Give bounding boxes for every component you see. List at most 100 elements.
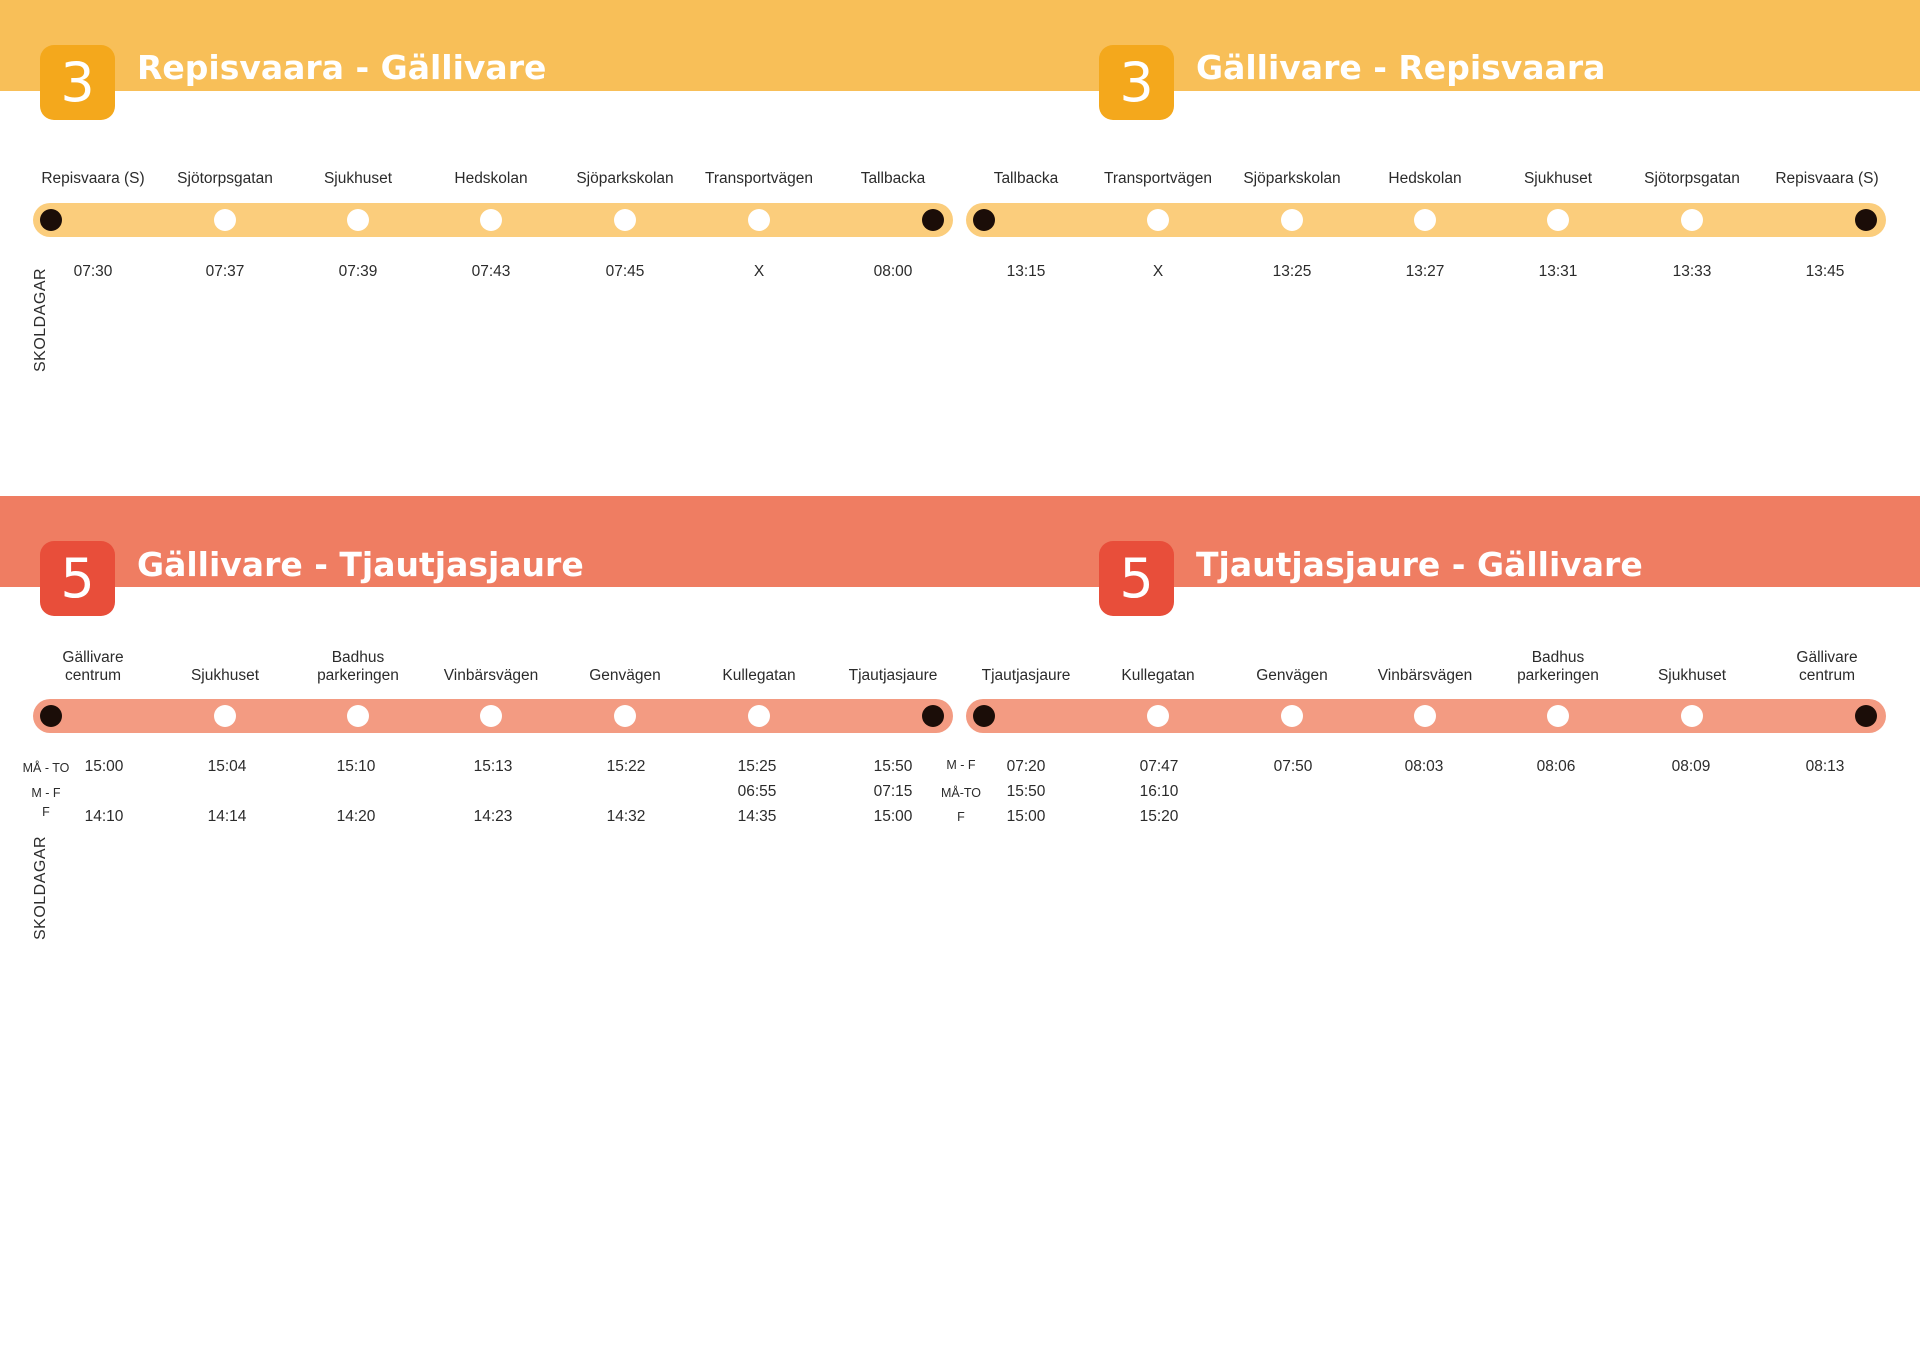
route3-right-terminal-stop-dot <box>1855 209 1877 231</box>
route5-right-stop-dot <box>1147 705 1169 727</box>
route5-right-day-label: M - F <box>946 758 976 772</box>
route5-left-departure-time: 14:20 <box>336 808 376 825</box>
route5-right-day-label: F <box>957 810 965 824</box>
route5-left-departure-time: 14:23 <box>473 808 513 825</box>
route5-right-departure-time: 15:00 <box>1006 808 1046 825</box>
route3-right-stop-name: Repisvaara (S) <box>1775 170 1879 187</box>
route3-right-stop-name: Sjötorpsgatan <box>1644 170 1740 187</box>
route3-right-stop-name: Tallbacka <box>993 170 1059 187</box>
route3-left-stop-dot <box>748 209 770 231</box>
route5-left-stop-dot <box>347 705 369 727</box>
route5-right-stop-dot <box>1681 705 1703 727</box>
route3-right-departure-time: 13:31 <box>1538 263 1578 280</box>
route5-right-day-label: MÅ-TO <box>940 786 982 800</box>
route5-left-title: Gällivare - Tjautjasjaure <box>137 545 584 584</box>
route5-left-departure-time: 15:13 <box>473 758 513 775</box>
route3-left-stop-name: Transportvägen <box>705 170 813 187</box>
route3-right-stop-dot <box>1414 209 1436 231</box>
route5-left-departure-time: 14:14 <box>207 808 247 825</box>
route3-left-stop-name: Sjöparkskolan <box>576 170 674 187</box>
route5-left-departure-time: 15:22 <box>606 758 646 775</box>
route5-right-departure-time: 15:50 <box>1006 783 1046 800</box>
route5-left-day-label: F <box>42 805 50 819</box>
route3-right-stop-name: Hedskolan <box>1388 170 1462 187</box>
route5-left-departure-time: 15:00 <box>873 808 913 825</box>
route5-header-band <box>0 496 1920 587</box>
route3-left-departure-time: 07:43 <box>471 263 511 280</box>
route5-right-stop-name: Genvägen <box>1256 667 1328 684</box>
route3-right-departure-time: 13:45 <box>1805 263 1845 280</box>
route5-right-stop-name: Sjukhuset <box>1657 667 1727 684</box>
route5-right-departure-time: 07:50 <box>1273 758 1313 775</box>
route5-right-departure-time: 08:03 <box>1404 758 1444 775</box>
route3-left-departure-time: 08:00 <box>873 263 913 280</box>
route3-header-band <box>0 0 1920 91</box>
route5-left-departure-time: 14:10 <box>84 808 124 825</box>
route3-right-departure-time: 13:33 <box>1672 263 1712 280</box>
route5-right-departure-time: 08:06 <box>1536 758 1576 775</box>
route3-left-stop-name: Hedskolan <box>454 170 528 187</box>
route5-left-day-label: MÅ - TO <box>22 761 70 775</box>
route3-left-badge: 3 <box>40 45 115 120</box>
route3-left-stop-name: Sjukhuset <box>323 170 393 187</box>
route5-left-stop-dot <box>480 705 502 727</box>
route3-left-terminal-stop-dot <box>40 209 62 231</box>
route5-right-badge: 5 <box>1099 541 1174 616</box>
route5-right-stop-name: Gällivare centrum <box>1796 649 1858 684</box>
route3-right-stop-dot <box>1547 209 1569 231</box>
route3-right-departure-time: 13:27 <box>1405 263 1445 280</box>
route5-right-departure-time: 08:13 <box>1805 758 1845 775</box>
route5-left-stop-name: Tjautjasjaure <box>848 667 938 684</box>
route5-right-terminal-stop-dot <box>1855 705 1877 727</box>
route5-left-badge: 5 <box>40 541 115 616</box>
route5-left-stop-name: Vinbärsvägen <box>443 667 539 684</box>
route5-left-stop-name: Sjukhuset <box>190 667 260 684</box>
route5-right-stop-dot <box>1281 705 1303 727</box>
route5-left-departure-time: 15:00 <box>84 758 124 775</box>
route5-left-stop-dot <box>614 705 636 727</box>
route3-right-terminal-stop-dot <box>973 209 995 231</box>
route5-left-terminal-stop-dot <box>922 705 944 727</box>
route3-right-stop-dot <box>1281 209 1303 231</box>
route5-left-stop-name: Gällivare centrum <box>62 649 124 684</box>
route3-right-badge: 3 <box>1099 45 1174 120</box>
route5-left-departure-time: 15:25 <box>737 758 777 775</box>
route3-left-stop-dot <box>614 209 636 231</box>
route3-right-departure-time: X <box>1152 263 1164 280</box>
route5-left-departure-time: 15:04 <box>207 758 247 775</box>
route3-left-departure-time: X <box>753 263 765 280</box>
route5-right-stop-name: Tjautjasjaure <box>981 667 1071 684</box>
route3-right-stop-name: Transportvägen <box>1104 170 1212 187</box>
route3-left-stop-name: Repisvaara (S) <box>41 170 145 187</box>
route5-left-departure-time: 06:55 <box>737 783 777 800</box>
route3-left-departure-time: 07:30 <box>73 263 113 280</box>
route3-right-title: Gällivare - Repisvaara <box>1196 48 1606 87</box>
route3-right-stop-name: Sjöparkskolan <box>1243 170 1341 187</box>
route5-left-day-label: M - F <box>31 786 61 800</box>
route5-left-stop-name: Badhus parkeringen <box>317 649 399 684</box>
route5-left-departure-time: 14:32 <box>606 808 646 825</box>
route5-left-stop-dot <box>748 705 770 727</box>
route5-left-terminal-stop-dot <box>40 705 62 727</box>
route3-left-stop-name: Tallbacka <box>860 170 926 187</box>
route3-right-stop-name: Sjukhuset <box>1523 170 1593 187</box>
route5-right-stop-dot <box>1547 705 1569 727</box>
route3-left-departure-time: 07:45 <box>605 263 645 280</box>
route3-right-departure-time: 13:25 <box>1272 263 1312 280</box>
route3-left-terminal-stop-dot <box>922 209 944 231</box>
route5-right-terminal-stop-dot <box>973 705 995 727</box>
route5-right-stop-name: Badhus parkeringen <box>1517 649 1599 684</box>
route3-left-stop-name: Sjötorpsgatan <box>177 170 273 187</box>
route5-left-departure-time: 15:10 <box>336 758 376 775</box>
route3-left-departure-time: 07:37 <box>205 263 245 280</box>
route3-left-stop-dot <box>214 209 236 231</box>
route5-right-title: Tjautjasjaure - Gällivare <box>1196 545 1643 584</box>
route5-right-departure-time: 15:20 <box>1139 808 1179 825</box>
route5-right-departure-time: 07:20 <box>1006 758 1046 775</box>
route5-left-departure-time: 14:35 <box>737 808 777 825</box>
route3-right-stop-dot <box>1681 209 1703 231</box>
route5-left-stop-name: Kullegatan <box>722 667 796 684</box>
route5-right-departure-time: 16:10 <box>1139 783 1179 800</box>
route3-left-departure-time: 07:39 <box>338 263 378 280</box>
route5-schooldays-label: SKOLDAGAR <box>32 835 49 940</box>
